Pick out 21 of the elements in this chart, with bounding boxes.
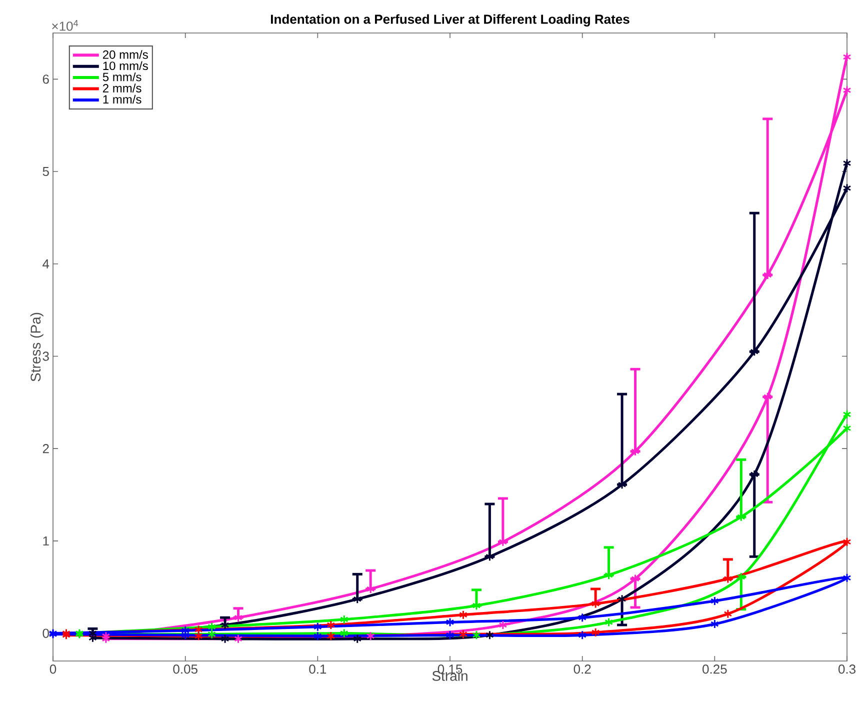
legend-label: 10 mm/s xyxy=(103,61,148,70)
legend-label: 1 mm/s xyxy=(103,94,142,104)
legend-label: 2 mm/s xyxy=(102,84,142,92)
legend-label: 5 mm/s xyxy=(102,72,142,82)
x-tick-label: 0.3 xyxy=(838,664,856,674)
x-tick-label: 0 xyxy=(50,664,56,674)
y-tick-label: 0 xyxy=(42,628,49,638)
y-tick-label: 5 xyxy=(42,166,49,176)
x-tick-label: 0.2 xyxy=(574,664,591,674)
x-tick-label: 0.25 xyxy=(702,664,727,674)
legend-label: 20 mm/s xyxy=(102,50,148,59)
y-tick-label: 3 xyxy=(42,352,49,361)
chart-title: Indentation on a Perfused Liver at Different Loading Rates xyxy=(271,14,630,26)
y-axis-title: Stress (Pa) xyxy=(30,312,44,382)
text: ×10$^{4}$ xyxy=(52,20,78,31)
x-tick-label: 0.1 xyxy=(309,664,326,674)
y-tick-label: 4 xyxy=(42,259,50,268)
y-tick-label: 2 xyxy=(42,444,49,454)
y-tick-label: 6 xyxy=(42,74,49,84)
x-tick-label: 0.05 xyxy=(173,664,198,674)
y-tick-label: 1 xyxy=(43,536,49,546)
